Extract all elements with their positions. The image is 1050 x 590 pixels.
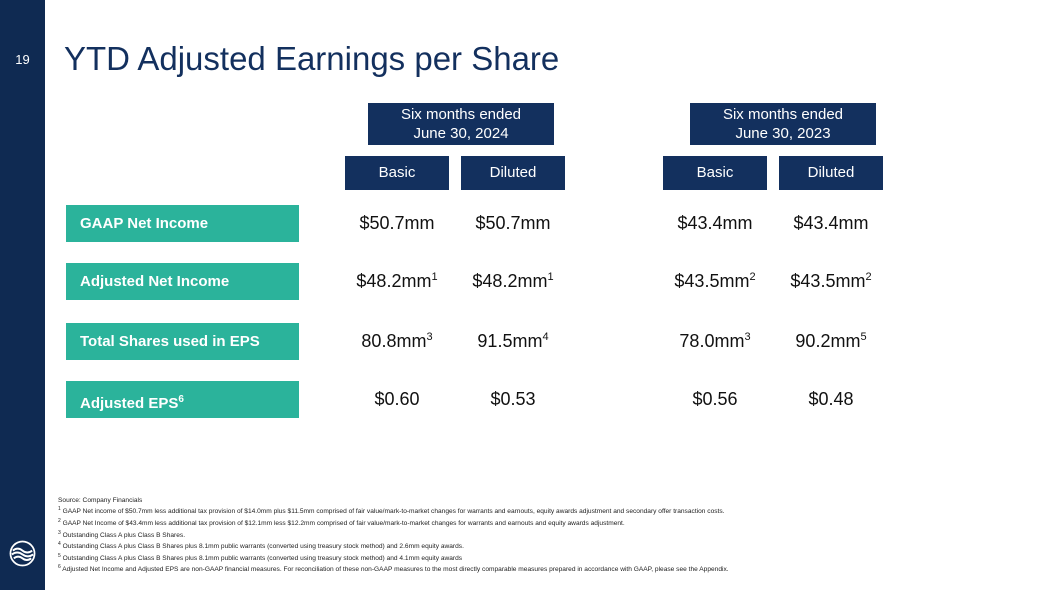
row-label-text: GAAP Net Income bbox=[80, 215, 209, 232]
value-text: $43.4mm bbox=[793, 213, 869, 233]
period-line1: Six months ended bbox=[400, 106, 522, 123]
value-text: $0.53 bbox=[490, 389, 536, 409]
value-cell: $0.48 bbox=[771, 389, 891, 410]
period-line2: June 30, 2024 bbox=[413, 125, 509, 142]
page-title: YTD Adjusted Earnings per Share bbox=[64, 40, 560, 77]
footnote-text: GAAP Net Income of $43.4mm less addition… bbox=[60, 520, 625, 528]
value-text: $43.4mm bbox=[677, 213, 753, 233]
value-cell: $43.4mm bbox=[771, 213, 891, 234]
footnote-ref: 1 bbox=[431, 271, 438, 283]
footnote-number: 4 bbox=[58, 541, 61, 548]
value-text: 80.8mm bbox=[361, 331, 427, 351]
footnote-ref: 3 bbox=[744, 331, 751, 343]
value-cell: $43.4mm bbox=[655, 213, 775, 234]
period-header-2024: Six months ended June 30, 2024 bbox=[368, 103, 554, 145]
value-cell: $48.2mm1 bbox=[453, 271, 573, 292]
footnote-ref: 2 bbox=[749, 271, 756, 283]
period-line1: Six months ended bbox=[722, 106, 844, 123]
footnote-number: 1 bbox=[58, 506, 61, 513]
value-cell: 90.2mm5 bbox=[771, 331, 891, 352]
footnote-item: 4 Outstanding Class A plus Class B Share… bbox=[58, 540, 1038, 552]
sidebar bbox=[0, 0, 45, 590]
value-text: 91.5mm bbox=[477, 331, 543, 351]
footnote-text: GAAP Net income of $50.7mm less addition… bbox=[60, 508, 725, 516]
value-cell: $0.60 bbox=[337, 389, 457, 410]
footnote-text: Outstanding Class A plus Class B Shares … bbox=[60, 543, 464, 551]
footnote-number: 3 bbox=[58, 529, 61, 536]
footnote-item: 1 GAAP Net income of $50.7mm less additi… bbox=[58, 505, 1038, 517]
footnote-item: 2 GAAP Net Income of $43.4mm less additi… bbox=[58, 517, 1038, 529]
row-label-text: Adjusted Net Income bbox=[80, 273, 230, 290]
footnote-ref: 1 bbox=[547, 271, 554, 283]
column-header-basic-2024: Basic bbox=[345, 156, 449, 190]
value-cell: 78.0mm3 bbox=[655, 331, 775, 352]
value-text: $48.2mm bbox=[472, 271, 548, 291]
value-cell: $43.5mm2 bbox=[655, 271, 775, 292]
footnote-text: Outstanding Class A plus Class B Shares. bbox=[60, 531, 186, 539]
row-label-text: Total Shares used in EPS bbox=[80, 333, 260, 350]
footnote-number: 5 bbox=[58, 552, 61, 559]
row-label-text: Adjusted EPS bbox=[80, 395, 179, 412]
value-cell: $0.53 bbox=[453, 389, 573, 410]
column-header-diluted-2023: Diluted bbox=[779, 156, 883, 190]
period-header-2023: Six months ended June 30, 2023 bbox=[690, 103, 876, 145]
row-label: Adjusted EPS6 bbox=[66, 381, 299, 418]
row-label-footnote-ref: 6 bbox=[178, 394, 184, 405]
footnotes: Source: Company Financials 1 GAAP Net in… bbox=[58, 496, 1038, 575]
value-text: $50.7mm bbox=[475, 213, 551, 233]
value-cell: 80.8mm3 bbox=[337, 331, 457, 352]
column-header-diluted-2024: Diluted bbox=[461, 156, 565, 190]
row-label: Total Shares used in EPS bbox=[66, 323, 299, 360]
value-cell: $50.7mm bbox=[453, 213, 573, 234]
footnote-ref: 2 bbox=[865, 271, 872, 283]
page-number: 19 bbox=[15, 52, 30, 67]
wave-globe-icon bbox=[9, 540, 36, 567]
row-label: GAAP Net Income bbox=[66, 205, 299, 242]
value-text: $48.2mm bbox=[356, 271, 432, 291]
period-line2: June 30, 2023 bbox=[735, 125, 831, 142]
value-text: 78.0mm bbox=[679, 331, 745, 351]
value-cell: 91.5mm4 bbox=[453, 331, 573, 352]
footnote-ref: 5 bbox=[860, 331, 867, 343]
column-header-basic-2023: Basic bbox=[663, 156, 767, 190]
footnote-text: Adjusted Net Income and Adjusted EPS are… bbox=[60, 566, 729, 574]
value-text: $50.7mm bbox=[359, 213, 435, 233]
footnote-item: 5 Outstanding Class A plus Class B Share… bbox=[58, 552, 1038, 564]
value-text: 90.2mm bbox=[795, 331, 861, 351]
value-text: $43.5mm bbox=[790, 271, 866, 291]
value-cell: $50.7mm bbox=[337, 213, 457, 234]
footnote-item: 6 Adjusted Net Income and Adjusted EPS a… bbox=[58, 563, 1038, 575]
footnote-text: Outstanding Class A plus Class B Shares … bbox=[60, 554, 463, 562]
value-text: $0.48 bbox=[808, 389, 854, 409]
footnote-ref: 4 bbox=[542, 331, 549, 343]
footnote-source: Source: Company Financials bbox=[58, 497, 143, 504]
footnote-number: 6 bbox=[58, 564, 61, 571]
value-cell: $0.56 bbox=[655, 389, 775, 410]
footnote-ref: 3 bbox=[426, 331, 433, 343]
value-cell: $48.2mm1 bbox=[337, 271, 457, 292]
value-text: $0.60 bbox=[374, 389, 420, 409]
value-text: $0.56 bbox=[692, 389, 738, 409]
value-cell: $43.5mm2 bbox=[771, 271, 891, 292]
footnote-number: 2 bbox=[58, 518, 61, 524]
row-label: Adjusted Net Income bbox=[66, 263, 299, 300]
value-text: $43.5mm bbox=[674, 271, 750, 291]
footnote-item: 3 Outstanding Class A plus Class B Share… bbox=[58, 529, 1038, 541]
